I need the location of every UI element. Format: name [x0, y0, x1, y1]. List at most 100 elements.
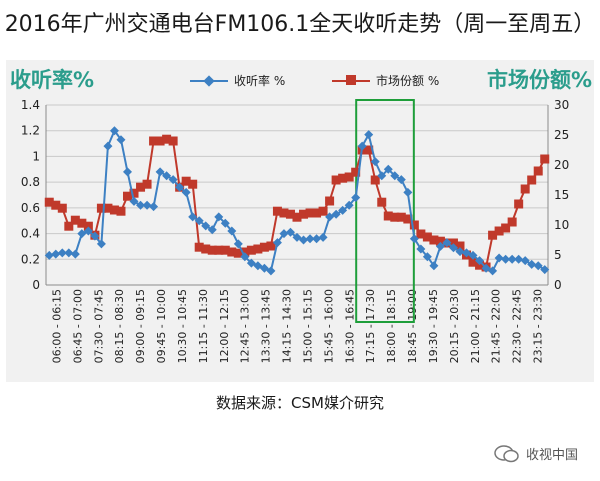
data-point-market-share — [338, 173, 348, 183]
data-point-market-share — [116, 206, 126, 216]
data-point-rating — [429, 261, 439, 271]
data-point-market-share — [285, 209, 295, 219]
data-point-rating — [370, 157, 380, 167]
data-point-market-share — [377, 197, 387, 207]
data-point-rating — [246, 258, 256, 268]
data-point-rating — [312, 234, 322, 244]
right-tick-label: 10 — [554, 218, 569, 232]
data-point-market-share — [312, 208, 322, 218]
data-point-rating — [70, 249, 80, 259]
data-point-rating — [403, 187, 413, 197]
x-tick-label: 09:45 - 10:00 — [155, 289, 168, 363]
data-point-rating — [259, 263, 269, 273]
data-point-market-share — [142, 179, 152, 189]
data-point-rating — [272, 238, 282, 248]
data-point-rating — [155, 167, 165, 177]
data-point-rating — [338, 205, 348, 215]
data-point-market-share — [429, 235, 439, 245]
data-point-rating — [455, 247, 465, 257]
data-point-rating — [488, 266, 498, 276]
right-tick-label: 20 — [554, 158, 569, 172]
data-point-market-share — [292, 212, 302, 222]
data-point-market-share — [155, 136, 165, 146]
left-tick-label: 1 — [32, 149, 40, 163]
data-point-market-share — [501, 223, 511, 233]
data-point-market-share — [220, 245, 230, 255]
data-point-market-share — [227, 247, 237, 257]
x-tick-label: 21:45 - 22:00 — [490, 289, 503, 363]
legend-label-series2: 市场份额 % — [376, 74, 440, 88]
data-point-rating — [240, 252, 250, 262]
x-tick-label: 19:30 - 19:45 — [427, 289, 440, 363]
left-tick-label: 0.4 — [21, 227, 40, 241]
data-point-rating — [422, 252, 432, 262]
left-tick-label: 0.6 — [21, 201, 40, 215]
data-point-rating — [227, 226, 237, 236]
x-tick-label: 15:00 - 15:15 — [301, 289, 314, 363]
data-point-market-share — [325, 196, 335, 206]
data-point-rating — [318, 232, 328, 242]
data-point-market-share — [507, 217, 517, 227]
data-point-rating — [533, 261, 543, 271]
data-point-market-share — [527, 175, 537, 185]
x-tick-label: 08:15 - 08:30 — [113, 289, 126, 363]
data-point-market-share — [299, 209, 309, 219]
data-point-market-share — [168, 136, 178, 146]
x-tick-label: 09:00 - 09:15 — [134, 289, 147, 363]
left-tick-label: 1.2 — [21, 124, 40, 138]
data-point-rating — [77, 229, 87, 239]
right-tick-label: 15 — [554, 188, 569, 202]
data-point-market-share — [488, 230, 498, 240]
data-point-rating — [540, 265, 550, 275]
data-point-market-share — [331, 175, 341, 185]
left-axis-title: 收听率% — [10, 68, 95, 92]
data-point-rating — [442, 238, 452, 248]
data-point-rating — [116, 135, 126, 145]
data-point-market-share — [370, 175, 380, 185]
data-point-market-share — [364, 145, 374, 155]
data-point-rating — [494, 253, 504, 263]
data-point-market-share — [351, 167, 361, 177]
x-tick-label: 12:45 - 13:00 — [239, 289, 252, 363]
x-tick-label: 17:15 - 17:30 — [364, 289, 377, 363]
data-point-market-share — [70, 215, 80, 225]
data-point-market-share — [253, 244, 263, 254]
data-point-market-share — [246, 245, 256, 255]
data-point-market-share — [435, 236, 445, 246]
data-point-market-share — [51, 200, 61, 210]
data-point-rating — [357, 141, 367, 151]
x-tick-label: 12:00 - 12:15 — [218, 289, 231, 363]
x-tick-label: 21:00 - 21:15 — [469, 289, 482, 363]
right-tick-label: 25 — [554, 128, 569, 142]
data-point-market-share — [279, 208, 289, 218]
right-tick-label: 0 — [554, 278, 562, 292]
data-point-rating — [527, 259, 537, 269]
data-point-market-share — [422, 232, 432, 242]
data-point-market-share — [266, 241, 276, 251]
data-point-market-share — [475, 260, 485, 270]
data-point-rating — [481, 263, 491, 273]
wechat-icon — [494, 444, 519, 462]
data-point-rating — [51, 249, 61, 259]
data-point-rating — [109, 126, 119, 136]
data-point-rating — [220, 218, 230, 228]
data-point-rating — [253, 261, 263, 271]
x-tick-label: 07:30 - 07:45 — [92, 289, 105, 363]
data-point-market-share — [455, 241, 465, 251]
data-point-rating — [136, 200, 146, 210]
data-point-rating — [96, 239, 106, 249]
data-point-market-share — [57, 203, 67, 213]
data-point-market-share — [305, 208, 315, 218]
data-point-rating — [201, 221, 211, 231]
data-point-market-share — [136, 182, 146, 192]
data-point-market-share — [44, 197, 54, 207]
data-point-rating — [409, 234, 419, 244]
data-point-market-share — [64, 221, 74, 231]
data-point-rating — [416, 244, 426, 254]
data-point-market-share — [149, 136, 159, 146]
left-tick-label: 0.8 — [21, 175, 40, 189]
data-point-rating — [390, 171, 400, 181]
data-source: 数据来源：CSM媒介研究 — [216, 394, 384, 412]
x-tick-label: 20:15 - 20:30 — [448, 289, 461, 363]
